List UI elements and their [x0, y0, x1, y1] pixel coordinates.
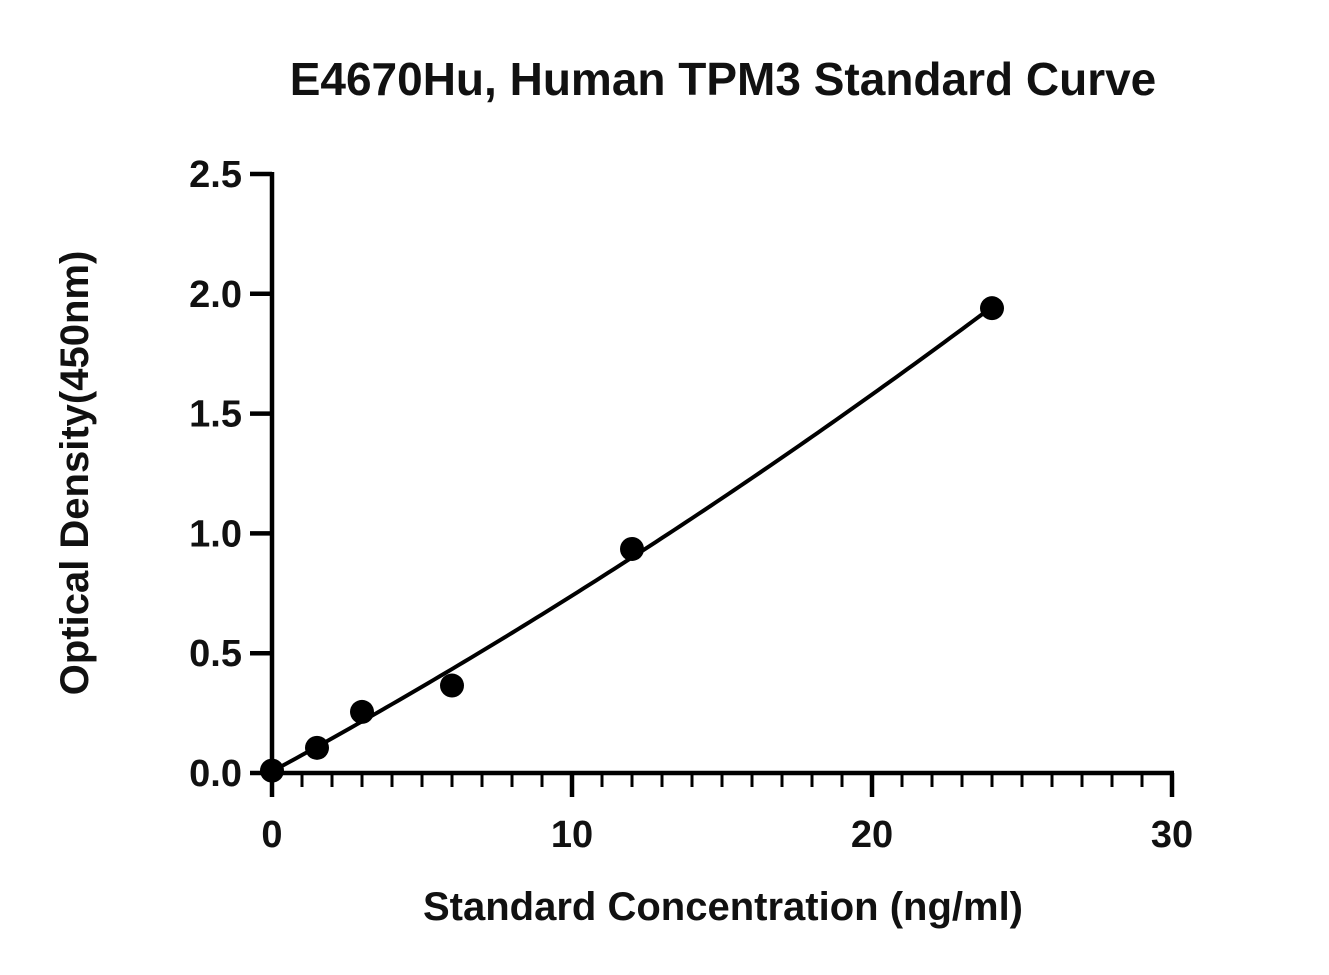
x-tick-label: 0: [261, 814, 282, 856]
axes: 0.0 0.5 1.0 1.5 2.0 2.5 0 10 20 30: [189, 154, 1193, 856]
data-point: [350, 699, 374, 724]
data-point: [440, 673, 464, 698]
data-points: [260, 296, 1004, 783]
x-tick-label: 10: [551, 814, 593, 856]
y-tick-label: 1.0: [189, 513, 242, 555]
y-axis-label: Optical Density(450nm): [53, 251, 97, 696]
y-tick-label: 2.5: [189, 154, 242, 196]
y-tick-label: 0.5: [189, 633, 242, 675]
data-point: [620, 536, 644, 561]
x-tick-label: 30: [1151, 814, 1193, 856]
y-tick-label: 2.0: [189, 274, 242, 316]
x-axis-label: Standard Concentration (ng/ml): [423, 885, 1023, 929]
y-tick-label: 1.5: [189, 394, 242, 436]
y-tick-label: 0.0: [189, 753, 242, 795]
data-point: [980, 296, 1004, 321]
chart-title: E4670Hu, Human TPM3 Standard Curve: [290, 53, 1157, 105]
data-point: [305, 735, 329, 760]
x-tick-label: 20: [851, 814, 893, 856]
data-point: [260, 758, 284, 783]
